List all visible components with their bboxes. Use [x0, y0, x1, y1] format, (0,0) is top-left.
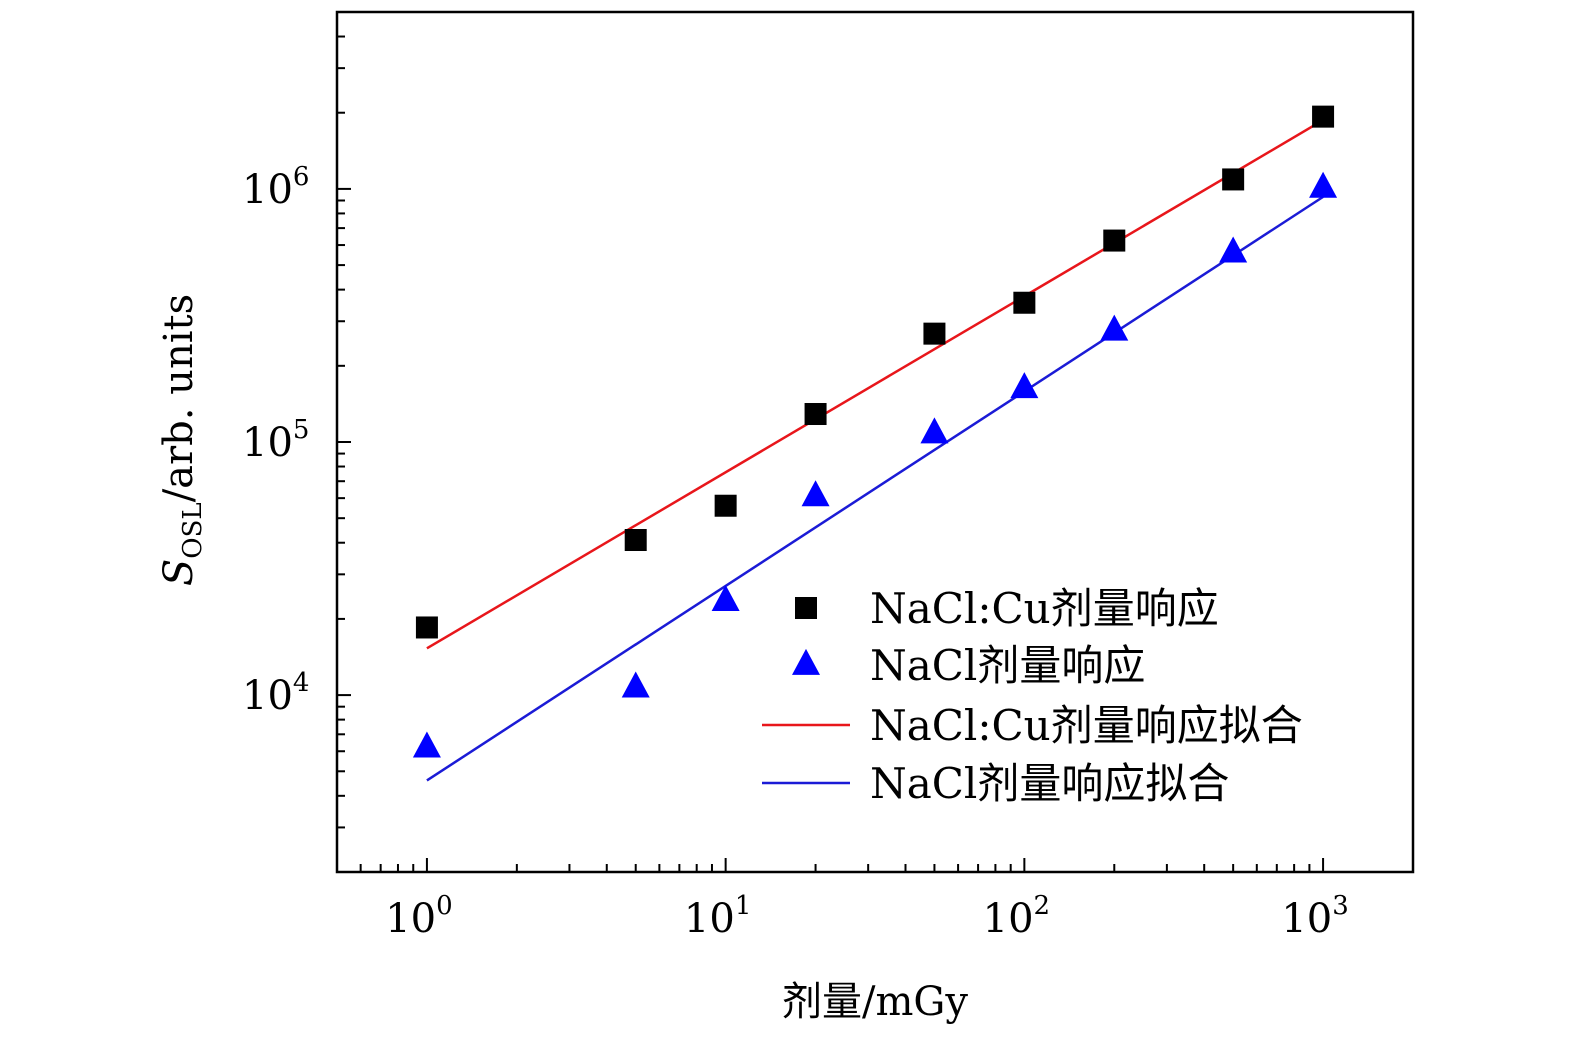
x-tick-label: 100 — [385, 891, 452, 942]
x-axis-label: 剂量/mGy — [782, 979, 968, 1025]
x-tick-label: 101 — [684, 891, 751, 942]
data-point — [1010, 372, 1039, 399]
data-point — [1100, 314, 1129, 341]
data-point — [624, 529, 647, 552]
legend-label: NaCl:Cu剂量响应拟合 — [870, 701, 1303, 750]
legend-label: NaCl剂量响应 — [870, 641, 1145, 690]
point-series-2 — [412, 171, 1338, 758]
legend-marker — [792, 648, 820, 675]
legend-item: NaCl剂量响应 — [792, 641, 1145, 690]
data-point — [412, 731, 441, 758]
x-tick-label: 103 — [1281, 891, 1348, 942]
x-tick-label: 102 — [983, 891, 1050, 942]
data-point — [1103, 229, 1126, 252]
legend-item: NaCl:Cu剂量响应拟合 — [762, 701, 1303, 750]
data-point — [801, 480, 830, 507]
y-axis-label: SOSL/arb. units — [156, 294, 208, 586]
data-point — [415, 616, 438, 639]
fit-line-2 — [426, 195, 1324, 782]
legend-marker — [795, 597, 817, 619]
point-series-1 — [415, 105, 1335, 639]
data-point — [711, 585, 740, 612]
y-tick-label: 105 — [242, 415, 309, 466]
y-axis-label-rest: /arb. units — [156, 294, 202, 502]
legend-item: NaCl剂量响应拟合 — [762, 759, 1229, 808]
y-axis-label-main: S — [156, 559, 202, 586]
data-point — [1013, 291, 1036, 314]
legend-label: NaCl:Cu剂量响应 — [870, 584, 1219, 633]
axis-labels: 剂量/mGy SOSL/arb. units — [156, 294, 968, 1025]
data-point — [1309, 171, 1338, 198]
y-tick-label: 106 — [242, 162, 309, 213]
data-point — [923, 322, 946, 345]
plot-area — [412, 105, 1338, 782]
data-point — [621, 671, 650, 698]
legend-label: NaCl剂量响应拟合 — [870, 759, 1229, 808]
legend: NaCl:Cu剂量响应 NaCl剂量响应 NaCl:Cu剂量响应拟合 NaCl剂量响应… — [762, 584, 1303, 808]
legend-item: NaCl:Cu剂量响应 — [795, 584, 1219, 633]
data-point — [1219, 236, 1248, 263]
data-point — [920, 417, 949, 444]
y-axis-label-sub: OSL — [178, 502, 208, 558]
fit-line-1 — [426, 119, 1324, 650]
y-tick-label: 104 — [242, 668, 309, 719]
data-point — [1222, 168, 1245, 191]
data-point — [804, 403, 827, 426]
data-point — [714, 494, 737, 517]
axis-ticks: 100 101 102 103 104 105 106 — [242, 11, 1414, 942]
data-point — [1312, 105, 1335, 128]
